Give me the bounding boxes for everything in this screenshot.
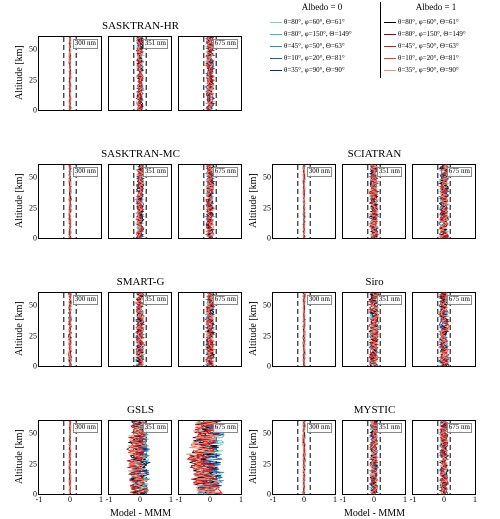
wavelength-label: 300 nm [73, 423, 98, 433]
xtick-label: 0 [68, 494, 72, 504]
wavelength-label: 300 nm [307, 295, 332, 305]
ytick-label: 25 [263, 331, 273, 340]
xtick-label: 0 [138, 494, 142, 504]
ytick-label: 25 [29, 75, 39, 84]
wavelength-label: 675 nm [213, 39, 238, 49]
ytick-label: 25 [29, 203, 39, 212]
ytick-label: 50 [29, 429, 39, 438]
subpanel: 675 nm [178, 164, 242, 239]
wavelength-label: 351 nm [377, 167, 402, 177]
panel-group: SASKTRAN-MC02550300 nm351 nm675 nmAltitu… [38, 148, 243, 238]
group-title: SASKTRAN-HR [38, 20, 243, 32]
panel-group: MYSTIC 02550-101300 nm-101351 nm-101675 n… [272, 404, 477, 494]
wavelength-label: 675 nm [213, 423, 238, 433]
wavelength-label: 300 nm [73, 295, 98, 305]
xtick-label: 1 [403, 494, 407, 504]
xtick-label: 1 [333, 494, 337, 504]
subpanel: 351 nm [108, 164, 172, 239]
wavelength-label: 675 nm [447, 167, 472, 177]
xtick-label: 1 [99, 494, 103, 504]
xtick-label: 0 [302, 494, 306, 504]
row: SMART-G 02550300 nm 351 nm 675 nm Altitude [… [0, 256, 500, 384]
ytick-label: 50 [29, 45, 39, 54]
wavelength-label: 675 nm [447, 295, 472, 305]
panel-group: SCIATRAN02550300 nm351 nm675 nmAltitude … [272, 148, 477, 238]
wavelength-label: 351 nm [143, 423, 168, 433]
group-title: MYSTIC [272, 404, 477, 416]
subpanel: -101351 nm [108, 420, 172, 495]
row: SASKTRAN-MC 02550300 nm 351 nm 675 nm Altitu… [0, 128, 500, 256]
subpanel: -101675 nm [412, 420, 476, 495]
subpanel: 675 nm [178, 292, 242, 367]
wavelength-label: 675 nm [213, 167, 238, 177]
y-axis-label: Altitude [km] [14, 45, 25, 100]
y-axis-label: Altitude [km] [248, 173, 259, 228]
panel-group: SMART-G02550300 nm351 nm675 nmAltitude [… [38, 276, 243, 366]
xtick-label: -1 [176, 494, 183, 504]
ytick-label: 50 [29, 173, 39, 182]
subpanel: -101675 nm [178, 420, 242, 495]
y-axis-label: Altitude [km] [248, 301, 259, 356]
ytick-label: 25 [29, 459, 39, 468]
panel-group: SASKTRAN-HR02550300 nm351 nm675 nmAltitu… [38, 20, 243, 110]
xtick-label: -1 [270, 494, 277, 504]
subpanel: 02550300 nm [38, 164, 102, 239]
group-title: Siro [272, 276, 477, 288]
ytick-label: 50 [263, 173, 273, 182]
xtick-label: -1 [340, 494, 347, 504]
xtick-label: 0 [442, 494, 446, 504]
subpanel: 351 nm [108, 292, 172, 367]
subpanel: 02550-101300 nm [38, 420, 102, 495]
row: SASKTRAN-HR 02550300 nm 351 nm 675 nm Altitu… [0, 0, 500, 128]
wavelength-label: 351 nm [377, 423, 402, 433]
ytick-label: 50 [263, 301, 273, 310]
ytick-label: 50 [29, 301, 39, 310]
y-axis-label: Altitude [km] [14, 173, 25, 228]
subpanel: 675 nm [178, 36, 242, 111]
ytick-label: 25 [263, 459, 273, 468]
ytick-label: 50 [263, 429, 273, 438]
wavelength-label: 300 nm [307, 423, 332, 433]
xtick-label: -1 [410, 494, 417, 504]
xtick-label: -1 [106, 494, 113, 504]
xtick-label: 1 [473, 494, 477, 504]
group-title: SCIATRAN [272, 148, 477, 160]
wavelength-label: 300 nm [73, 39, 98, 49]
wavelength-label: 351 nm [143, 167, 168, 177]
subpanel: 351 nm [342, 292, 406, 367]
wavelength-label: 300 nm [307, 167, 332, 177]
subpanel: 351 nm [342, 164, 406, 239]
group-title: SMART-G [38, 276, 243, 288]
ytick-label: 25 [29, 331, 39, 340]
subpanel: 02550-101300 nm [272, 420, 336, 495]
subpanel: -101351 nm [342, 420, 406, 495]
xtick-label: -1 [36, 494, 43, 504]
row: GSLS02550-101300 nm-101351 nm-101675 nmA… [0, 384, 500, 512]
subpanel: 02550300 nm [38, 292, 102, 367]
xtick-label: 1 [169, 494, 173, 504]
subpanel: 02550300 nm [38, 36, 102, 111]
subpanel: 675 nm [412, 164, 476, 239]
xtick-label: 0 [208, 494, 212, 504]
subpanel: 351 nm [108, 36, 172, 111]
xtick-label: 0 [372, 494, 376, 504]
xtick-label: 1 [239, 494, 243, 504]
subpanel: 675 nm [412, 292, 476, 367]
y-axis-label: Altitude [km] [14, 301, 25, 356]
wavelength-label: 351 nm [377, 295, 402, 305]
subpanel: 02550300 nm [272, 292, 336, 367]
panel-group: Siro02550300 nm351 nm675 nmAltitude [km] [272, 276, 477, 366]
wavelength-label: 675 nm [447, 423, 472, 433]
wavelength-label: 675 nm [213, 295, 238, 305]
subpanel: 02550300 nm [272, 164, 336, 239]
wavelength-label: 351 nm [143, 295, 168, 305]
wavelength-label: 351 nm [143, 39, 168, 49]
group-title: SASKTRAN-MC [38, 148, 243, 160]
y-axis-label: Altitude [km] [248, 429, 259, 484]
wavelength-label: 300 nm [73, 167, 98, 177]
y-axis-label: Altitude [km] [14, 429, 25, 484]
panel-group: GSLS02550-101300 nm-101351 nm-101675 nmA… [38, 404, 243, 494]
ytick-label: 25 [263, 203, 273, 212]
group-title: GSLS [38, 404, 243, 416]
